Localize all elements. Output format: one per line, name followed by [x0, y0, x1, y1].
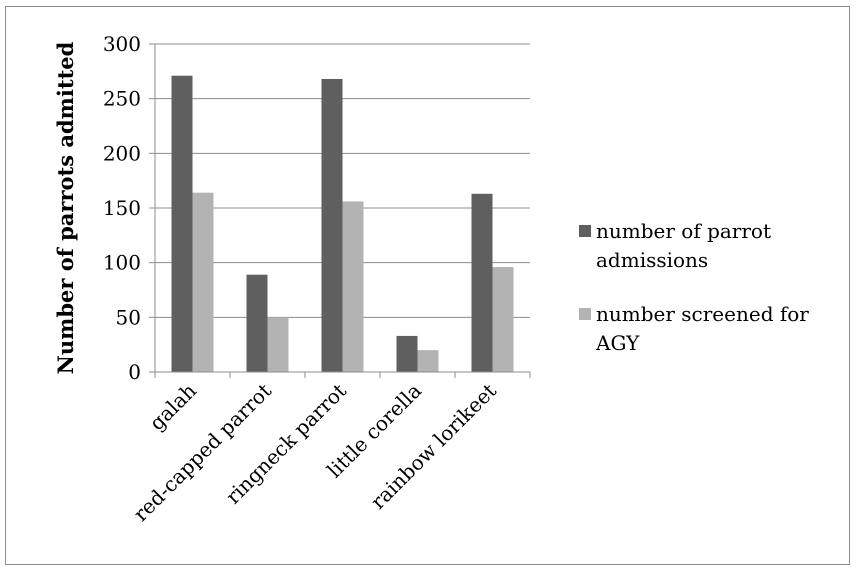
bar-admissions [171, 75, 193, 372]
bar-admissions [246, 274, 268, 372]
legend: number of parrot admissions number screene… [579, 219, 809, 355]
axes [149, 43, 531, 378]
legend-swatch [579, 308, 591, 320]
y-tick-label: 250 [103, 87, 141, 111]
y-tick-label: 300 [103, 32, 141, 56]
bar-admissions [321, 78, 343, 372]
y-tick-label: 100 [103, 251, 141, 275]
y-tick-label: 50 [116, 305, 141, 329]
legend-swatch [579, 225, 591, 237]
bar-admissions [396, 335, 418, 372]
bar-admissions [471, 193, 493, 372]
y-tick-label: 0 [128, 360, 141, 384]
y-tick-label: 150 [103, 196, 141, 220]
bar-screened [192, 192, 214, 372]
y-tick-label: 200 [103, 141, 141, 165]
x-category-label: red-capped parrot [129, 379, 277, 527]
bar-screened [342, 201, 364, 372]
bar-screened [267, 317, 289, 372]
x-category-label: galah [145, 378, 202, 435]
bar-screened [417, 350, 439, 372]
x-category-label: rainbow lorikeet [366, 379, 501, 514]
bars [171, 75, 514, 372]
legend-label: number of parrot admissions [596, 219, 771, 272]
y-axis-title: Number of parrots admitted [53, 41, 78, 374]
legend-label: number screened for AGY [595, 302, 809, 355]
bar-screened [492, 267, 514, 372]
